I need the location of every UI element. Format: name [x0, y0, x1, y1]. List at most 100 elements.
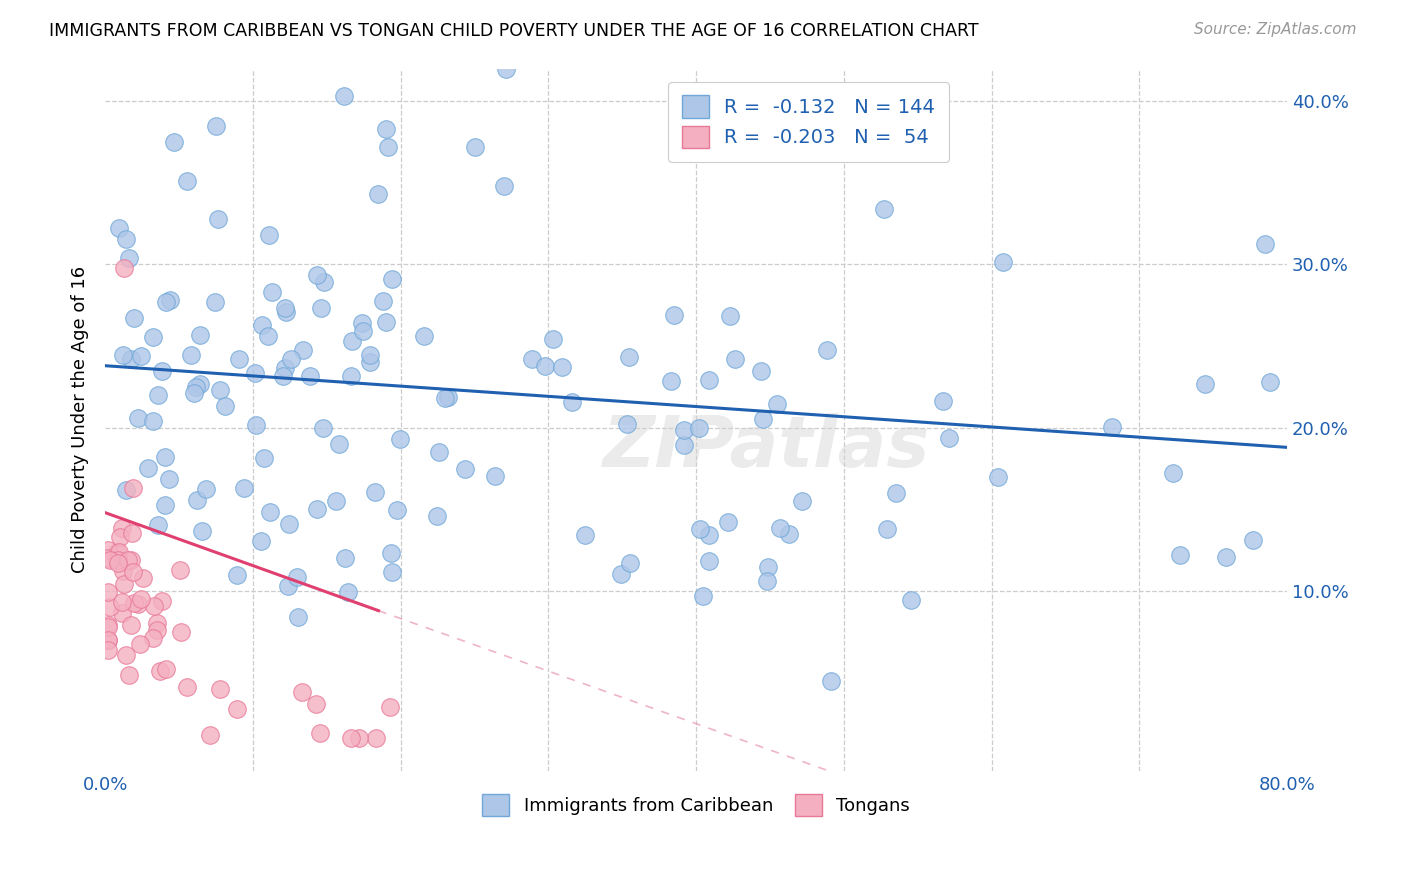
Point — [328, 437, 350, 451]
Point — [717, 515, 740, 529]
Point — [121, 525, 143, 540]
Point — [207, 212, 229, 227]
Point — [249, 533, 271, 548]
Point — [97, 618, 120, 632]
Point — [150, 364, 173, 378]
Point — [820, 673, 842, 688]
Point — [107, 545, 129, 559]
Point — [121, 481, 143, 495]
Point — [146, 388, 169, 402]
Point — [659, 374, 682, 388]
Point — [873, 202, 896, 216]
Point — [107, 556, 129, 570]
Point — [127, 597, 149, 611]
Point — [112, 564, 135, 578]
Point — [389, 432, 412, 446]
Point — [413, 328, 436, 343]
Point — [309, 726, 332, 740]
Point — [98, 553, 121, 567]
Point — [574, 528, 596, 542]
Point — [142, 414, 165, 428]
Point — [170, 625, 193, 640]
Point — [359, 355, 381, 369]
Point — [434, 392, 457, 406]
Point — [991, 255, 1014, 269]
Point — [208, 681, 231, 696]
Point — [226, 568, 249, 582]
Text: Source: ZipAtlas.com: Source: ZipAtlas.com — [1194, 22, 1357, 37]
Point — [214, 399, 236, 413]
Point — [756, 560, 779, 574]
Point — [312, 275, 335, 289]
Point — [494, 179, 516, 194]
Point — [305, 268, 328, 283]
Point — [692, 589, 714, 603]
Point — [464, 140, 486, 154]
Point — [111, 606, 134, 620]
Point — [364, 731, 387, 745]
Point — [325, 493, 347, 508]
Point — [367, 186, 389, 201]
Point — [274, 301, 297, 316]
Point — [363, 484, 385, 499]
Point — [188, 328, 211, 343]
Point — [142, 632, 165, 646]
Point — [815, 343, 838, 357]
Point — [484, 468, 506, 483]
Point — [359, 347, 381, 361]
Point — [551, 360, 574, 375]
Point — [107, 552, 129, 566]
Point — [97, 633, 120, 648]
Point — [377, 139, 399, 153]
Point — [97, 584, 120, 599]
Point — [778, 527, 800, 541]
Point — [112, 260, 135, 275]
Point — [938, 431, 960, 445]
Point — [155, 295, 177, 310]
Point — [97, 551, 120, 566]
Point — [163, 136, 186, 150]
Point — [233, 481, 256, 495]
Point — [245, 418, 267, 433]
Point — [198, 727, 221, 741]
Point — [752, 412, 775, 426]
Point — [1241, 533, 1264, 547]
Point — [110, 594, 132, 608]
Point — [932, 394, 955, 409]
Point — [876, 522, 898, 536]
Point — [385, 503, 408, 517]
Point — [176, 174, 198, 188]
Point — [688, 421, 710, 435]
Point — [1215, 550, 1237, 565]
Point — [610, 566, 633, 581]
Point — [153, 498, 176, 512]
Point — [342, 334, 364, 348]
Point — [1260, 375, 1282, 389]
Point — [129, 349, 152, 363]
Point — [146, 518, 169, 533]
Point — [142, 599, 165, 614]
Point — [228, 351, 250, 366]
Point — [381, 272, 404, 286]
Point — [188, 376, 211, 391]
Point — [205, 119, 228, 133]
Point — [352, 316, 374, 330]
Point — [724, 352, 747, 367]
Point — [132, 571, 155, 585]
Legend: Immigrants from Caribbean, Tongans: Immigrants from Caribbean, Tongans — [474, 785, 920, 825]
Point — [122, 596, 145, 610]
Point — [186, 380, 208, 394]
Point — [271, 369, 294, 384]
Point — [277, 517, 299, 532]
Point — [1168, 548, 1191, 562]
Point — [616, 417, 638, 432]
Point — [117, 552, 139, 566]
Point — [142, 330, 165, 344]
Point — [305, 698, 328, 712]
Point — [1254, 236, 1277, 251]
Point — [155, 450, 177, 464]
Point — [209, 383, 232, 397]
Point — [311, 301, 333, 315]
Point — [672, 438, 695, 452]
Point — [769, 521, 792, 535]
